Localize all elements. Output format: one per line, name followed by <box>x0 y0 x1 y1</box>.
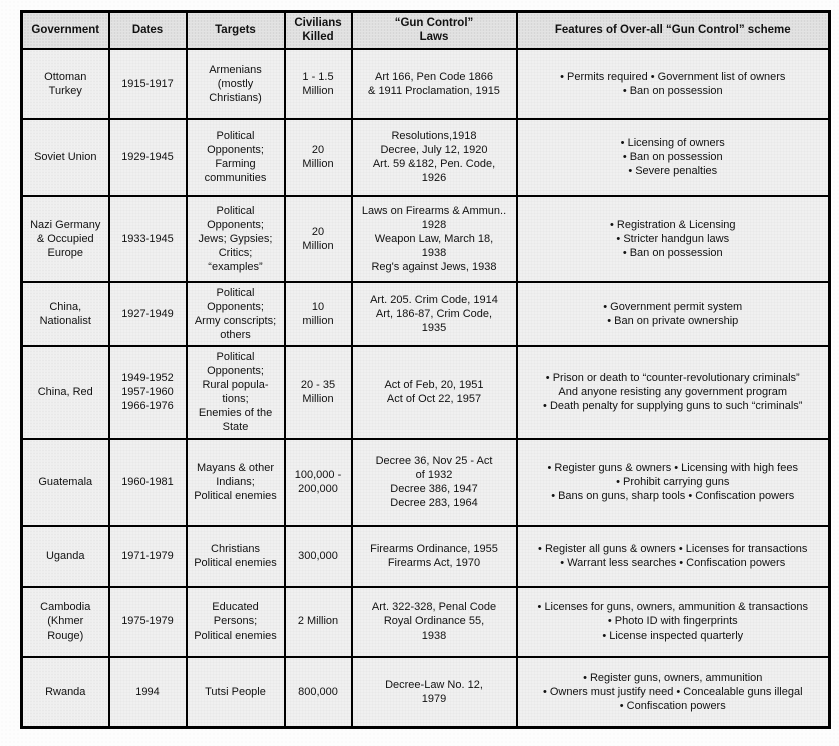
cell-features: • Register guns & owners • Licensing wit… <box>515 437 831 527</box>
cell-features: • Prison or death to “counter-revolution… <box>515 345 831 440</box>
cell-civilians-killed: 20 - 35 Million <box>283 345 353 440</box>
table-row: Guatemala 1960-1981 Mayans & other India… <box>20 437 831 527</box>
cell-civilians-killed: 100,000 - 200,000 <box>283 437 353 527</box>
cell-government: Guatemala <box>20 437 110 527</box>
table-row: Soviet Union 1929-1945 Political Opponen… <box>20 117 831 197</box>
cell-dates: 1994 <box>107 655 188 729</box>
cell-targets: Political Opponents; Farming communities <box>185 117 286 197</box>
cell-gun-control-laws: Firearms Ordinance, 1955 Firearms Act, 1… <box>350 524 518 588</box>
cell-features: • Licenses for guns, owners, ammunition … <box>515 585 831 658</box>
cell-gun-control-laws: Laws on Firearms & Ammun.. 1928 Weapon L… <box>350 194 518 283</box>
cell-civilians-killed: 20 Million <box>283 117 353 197</box>
cell-features: • Registration & Licensing • Stricter ha… <box>515 194 831 283</box>
cell-dates: 1933-1945 <box>107 194 188 283</box>
cell-government: Cambodia (Khmer Rouge) <box>20 585 110 658</box>
cell-features: • Government permit system • Ban on priv… <box>515 280 831 348</box>
column-header-civilians-killed: Civilians Killed <box>283 10 353 50</box>
cell-targets: Political Opponents; Army conscripts; ot… <box>185 280 286 348</box>
cell-dates: 1960-1981 <box>107 437 188 527</box>
cell-gun-control-laws: Resolutions,1918 Decree, July 12, 1920 A… <box>350 117 518 197</box>
cell-dates: 1975-1979 <box>107 585 188 658</box>
cell-targets: Christians Political enemies <box>185 524 286 588</box>
cell-civilians-killed: 20 Million <box>283 194 353 283</box>
table-row: Nazi Germany & Occupied Europe 1933-1945… <box>20 194 831 283</box>
cell-features: • Licensing of owners • Ban on possessio… <box>515 117 831 197</box>
cell-gun-control-laws: Art 166, Pen Code 1866 & 1911 Proclamati… <box>350 47 518 120</box>
table-row: Ottoman Turkey 1915-1917 Armenians (most… <box>20 47 831 120</box>
table-row: Uganda 1971-1979 Christians Political en… <box>20 524 831 588</box>
cell-government: Uganda <box>20 524 110 588</box>
cell-targets: Educated Persons; Political enemies <box>185 585 286 658</box>
cell-gun-control-laws: Act of Feb, 20, 1951 Act of Oct 22, 1957 <box>350 345 518 440</box>
column-header-gun-control-laws: “Gun Control” Laws <box>350 10 518 50</box>
gun-control-genocide-table: Government Dates Targets Civilians Kille… <box>20 10 831 730</box>
cell-government: Rwanda <box>20 655 110 729</box>
cell-gun-control-laws: Art. 322-328, Penal Code Royal Ordinance… <box>350 585 518 658</box>
column-header-features: Features of Over-all “Gun Control” schem… <box>515 10 831 50</box>
cell-gun-control-laws: Decree-Law No. 12, 1979 <box>350 655 518 729</box>
cell-government: Nazi Germany & Occupied Europe <box>20 194 110 283</box>
cell-civilians-killed: 2 Million <box>283 585 353 658</box>
cell-targets: Armenians (mostly Christians) <box>185 47 286 120</box>
cell-targets: Political Opponents; Jews; Gypsies; Crit… <box>185 194 286 283</box>
header-row: Government Dates Targets Civilians Kille… <box>20 10 831 50</box>
cell-gun-control-laws: Art. 205. Crim Code, 1914 Art, 186-87, C… <box>350 280 518 348</box>
cell-dates: 1929-1945 <box>107 117 188 197</box>
table-row: Cambodia (Khmer Rouge) 1975-1979 Educate… <box>20 585 831 658</box>
cell-features: • Register all guns & owners • Licenses … <box>515 524 831 588</box>
cell-features: • Register guns, owners, ammunition • Ow… <box>515 655 831 729</box>
cell-dates: 1949-1952 1957-1960 1966-1976 <box>107 345 188 440</box>
cell-civilians-killed: 300,000 <box>283 524 353 588</box>
cell-dates: 1927-1949 <box>107 280 188 348</box>
cell-targets: Tutsi People <box>185 655 286 729</box>
table-row: China, Nationalist 1927-1949 Political O… <box>20 280 831 348</box>
table-row: Rwanda 1994 Tutsi People 800,000 Decree-… <box>20 655 831 729</box>
cell-government: Soviet Union <box>20 117 110 197</box>
cell-government: China, Red <box>20 345 110 440</box>
column-header-dates: Dates <box>107 10 188 50</box>
cell-targets: Political Opponents; Rural popula- tions… <box>185 345 286 440</box>
cell-government: Ottoman Turkey <box>20 47 110 120</box>
cell-dates: 1971-1979 <box>107 524 188 588</box>
cell-civilians-killed: 800,000 <box>283 655 353 729</box>
cell-civilians-killed: 10 million <box>283 280 353 348</box>
cell-gun-control-laws: Decree 36, Nov 25 - Act of 1932 Decree 3… <box>350 437 518 527</box>
table-row: China, Red 1949-1952 1957-1960 1966-1976… <box>20 345 831 440</box>
cell-features: • Permits required • Government list of … <box>515 47 831 120</box>
column-header-targets: Targets <box>185 10 286 50</box>
cell-government: China, Nationalist <box>20 280 110 348</box>
column-header-government: Government <box>20 10 110 50</box>
cell-dates: 1915-1917 <box>107 47 188 120</box>
cell-targets: Mayans & other Indians; Political enemie… <box>185 437 286 527</box>
cell-civilians-killed: 1 - 1.5 Million <box>283 47 353 120</box>
